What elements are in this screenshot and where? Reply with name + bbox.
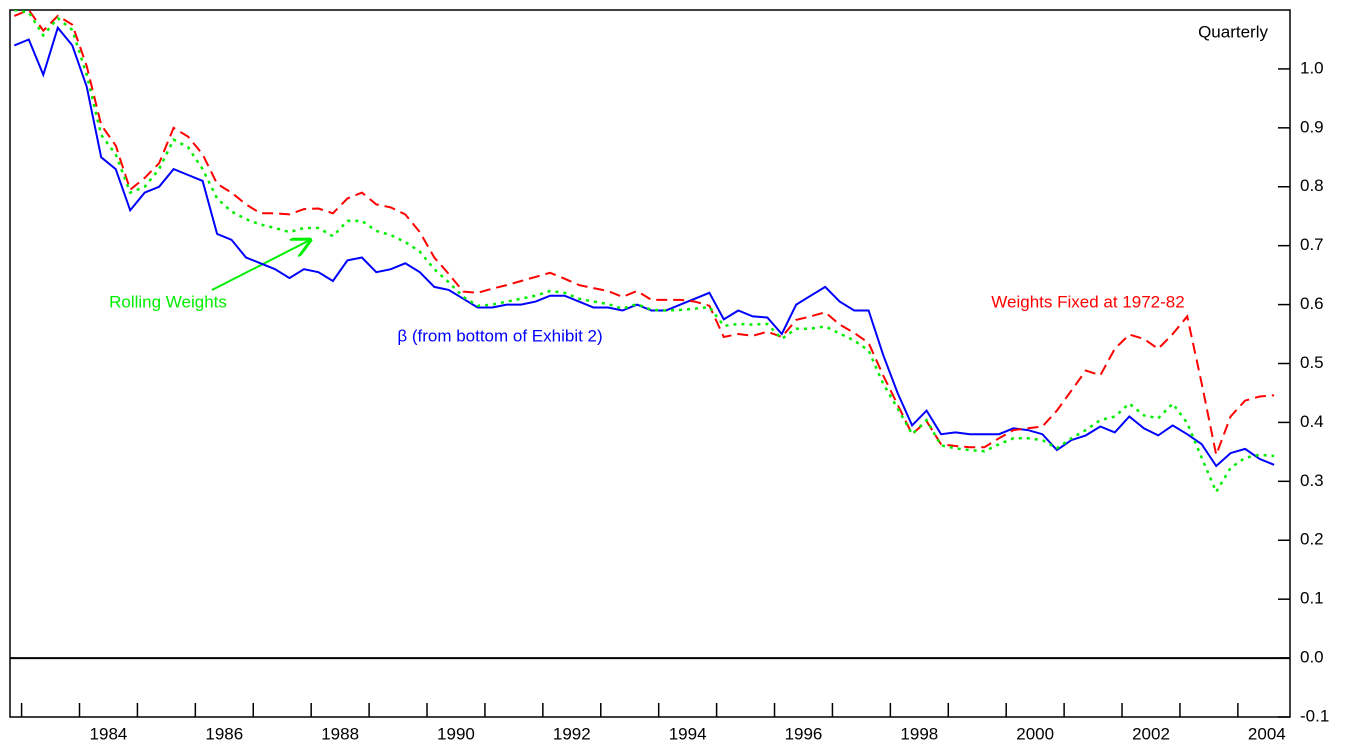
x-tick-label: 1994 [669,724,707,743]
series-line [14,10,1275,495]
y-tick-label: 0.9 [1300,117,1324,136]
y-tick-label: 0.6 [1300,294,1324,313]
y-tick-label: 0.3 [1300,471,1324,490]
series-line [13,25,1275,468]
y-tick-label: 0.0 [1300,648,1324,667]
series-line [13,10,1275,459]
x-tick-label: 2004 [1248,724,1286,743]
x-tick-label: 1986 [205,724,243,743]
x-tick-label: 1990 [437,724,475,743]
chart-title: Quarterly [1198,22,1268,41]
series-label: Weights Fixed at 1972-82 [991,292,1184,311]
x-tick-label: 1988 [321,724,359,743]
x-tick-label: 1996 [785,724,823,743]
y-tick-label: 0.1 [1300,589,1324,608]
y-tick-label: 0.8 [1300,176,1324,195]
annotation-arrow [211,240,310,291]
plot-area [13,10,1275,495]
x-tick-label: 1998 [900,724,938,743]
series-label: β (from bottom of Exhibit 2) [397,326,602,345]
x-tick-label: 2000 [1016,724,1054,743]
series-label: Rolling Weights [109,292,227,311]
y-tick-label: 1.0 [1300,58,1324,77]
x-tick-label: 1984 [90,724,128,743]
y-tick-label: 0.4 [1300,412,1324,431]
y-tick-label: 0.2 [1300,530,1324,549]
x-tick-label: 2002 [1132,724,1170,743]
plot-frame [9,9,1291,718]
x-tick-label: 1992 [553,724,591,743]
y-tick-label: 0.5 [1300,353,1324,372]
y-tick-label: -0.1 [1300,706,1329,725]
y-tick-label: 0.7 [1300,235,1324,254]
